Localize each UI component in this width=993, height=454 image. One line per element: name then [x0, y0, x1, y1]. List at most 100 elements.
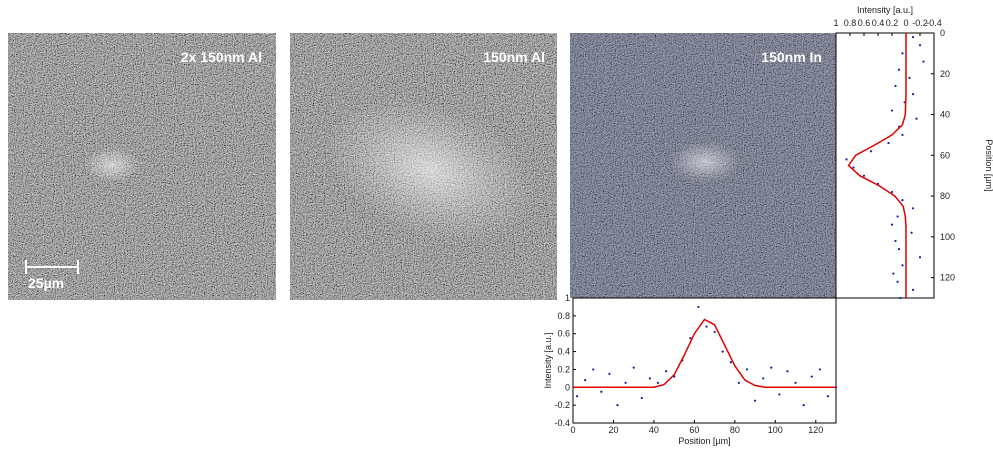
- image-panel: 150nm Al: [290, 33, 557, 300]
- data-point: [624, 381, 627, 384]
- plot-frame: [835, 32, 935, 299]
- data-point: [753, 399, 757, 402]
- data-point: [697, 305, 700, 309]
- y-axis-label: Intensity [a.u.]: [543, 332, 553, 388]
- data-point: [616, 404, 619, 407]
- image-panel: 150nm In: [570, 33, 836, 298]
- data-point: [897, 68, 901, 71]
- x-tick-label: 80: [940, 191, 950, 201]
- data-point: [794, 381, 797, 384]
- data-point: [852, 166, 855, 169]
- x-tick-label: 120: [940, 273, 955, 283]
- y-tick-label: 0.2: [886, 18, 899, 28]
- data-point: [786, 370, 789, 373]
- data-point: [901, 133, 904, 137]
- data-point: [632, 366, 635, 369]
- data-point: [745, 368, 749, 371]
- x-tick-label: 80: [730, 425, 740, 435]
- data-point: [922, 60, 925, 63]
- x-axis-label: Position [µm]: [984, 139, 993, 191]
- x-tick-label: 100: [768, 425, 783, 435]
- x-tick-label: 20: [608, 425, 618, 435]
- fit-line: [847, 33, 907, 298]
- y-tick-label: 0.8: [844, 18, 857, 28]
- data-point: [911, 288, 915, 291]
- data-point: [918, 44, 922, 47]
- data-point: [862, 174, 866, 177]
- data-point: [894, 84, 897, 88]
- x-tick-label: 120: [808, 425, 823, 435]
- y-tick-label: 0.8: [557, 311, 570, 321]
- data-point: [575, 395, 579, 398]
- data-point: [887, 141, 890, 145]
- data-point: [901, 52, 904, 55]
- x-tick-label: 60: [689, 425, 699, 435]
- x-tick-label: 40: [940, 110, 950, 120]
- data-point: [910, 231, 913, 234]
- x-tick-label: 0: [570, 425, 575, 435]
- data-point: [818, 368, 821, 371]
- data-point: [901, 199, 904, 202]
- x-tick-label: 20: [940, 69, 950, 79]
- data-point: [890, 223, 894, 226]
- data-point: [648, 377, 651, 380]
- data-point: [845, 158, 848, 161]
- data-point: [656, 381, 660, 384]
- y-axis-label: Intensity [a.u.]: [857, 5, 913, 15]
- data-point: [892, 272, 895, 275]
- panel-label: 150nm Al: [483, 49, 545, 65]
- data-point: [918, 256, 922, 259]
- x-tick-label: 60: [940, 150, 950, 160]
- data-point: [770, 366, 773, 369]
- y-tick-label: 1: [565, 293, 570, 303]
- data-point: [608, 372, 611, 375]
- y-tick-label: 0.4: [557, 347, 570, 357]
- data-point: [915, 117, 918, 120]
- data-point: [600, 390, 603, 393]
- plot-frame: [572, 297, 837, 424]
- y-tick-label: 0: [903, 18, 908, 28]
- data-point: [721, 350, 724, 353]
- x-tick-label: 100: [940, 232, 955, 242]
- data-point: [911, 35, 915, 39]
- data-point: [729, 361, 732, 364]
- data-point: [584, 379, 587, 382]
- x-tick-label: 40: [649, 425, 659, 435]
- data-point: [911, 93, 915, 96]
- image-panel: 2x 150nm Al 25µm: [8, 33, 276, 300]
- x-axis-label: Position [µm]: [678, 436, 730, 446]
- data-point: [689, 337, 692, 340]
- data-point: [890, 190, 894, 194]
- data-point: [664, 370, 668, 373]
- y-tick-label: -0.4: [554, 418, 570, 428]
- panel-label: 150nm In: [761, 49, 822, 65]
- data-point: [899, 296, 902, 300]
- panel-label: 2x 150nm Al: [181, 49, 262, 65]
- y-tick-label: 0: [565, 382, 570, 392]
- data-point: [901, 264, 904, 267]
- scale-bar-label: 25µm: [28, 275, 64, 291]
- data-point: [826, 395, 830, 398]
- y-tick-label: 0.2: [557, 364, 570, 374]
- y-tick-label: 0.6: [858, 18, 871, 28]
- data-point: [896, 215, 899, 218]
- y-tick-label: -0.4: [926, 18, 942, 28]
- data-point: [802, 404, 805, 407]
- x-tick-label: 0: [940, 28, 945, 38]
- y-tick-label: 1: [833, 18, 838, 28]
- data-point: [592, 368, 595, 371]
- y-tick-label: 0.6: [557, 329, 570, 339]
- data-point: [897, 247, 901, 251]
- data-point: [778, 393, 781, 396]
- data-point: [810, 375, 813, 378]
- data-point: [869, 150, 873, 153]
- data-point: [890, 109, 894, 112]
- y-tick-label: 0.4: [872, 18, 885, 28]
- data-point: [908, 76, 911, 79]
- data-point: [737, 381, 740, 384]
- y-tick-label: -0.2: [912, 18, 928, 28]
- data-point: [713, 330, 716, 334]
- data-point: [762, 377, 765, 380]
- y-tick-label: -0.2: [554, 400, 570, 410]
